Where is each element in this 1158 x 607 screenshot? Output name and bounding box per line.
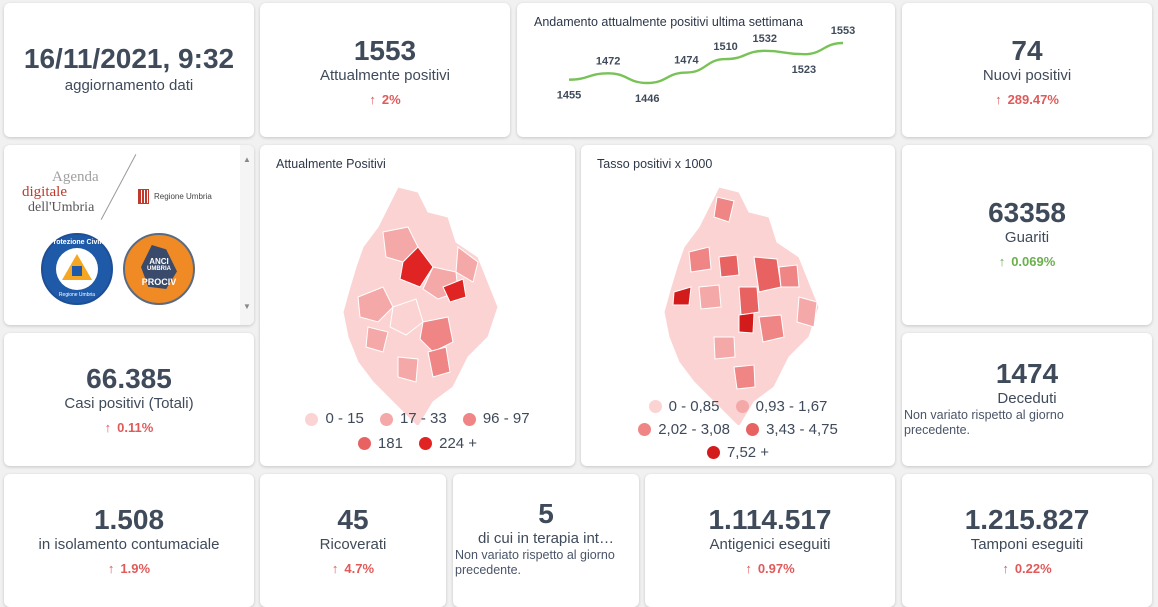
recovered-card: 63358 Guariti ↑ 0.069% bbox=[902, 145, 1152, 325]
trend-point-label: 1455 bbox=[557, 90, 581, 102]
isolation-value: 1.508 bbox=[93, 504, 165, 535]
deaths-note: Non variato rispetto al giorno precedent… bbox=[904, 408, 1064, 437]
icu-card: 5 di cui in terapia int… Non variato ris… bbox=[453, 474, 639, 607]
swabs-label: Tamponi eseguiti bbox=[970, 536, 1084, 553]
recovered-change: ↑ 0.069% bbox=[998, 254, 1056, 269]
legend-item: 0 - 0,85 bbox=[648, 396, 719, 417]
protezione-civile-logo: Protezione Civile Regione Umbria bbox=[41, 233, 113, 305]
arrow-up-icon: ↑ bbox=[998, 254, 1006, 269]
trend-title: Andamento attualmente positivi ultima se… bbox=[534, 15, 803, 29]
total-cases-card: 66.385 Casi positivi (Totali) ↑ 0.11% bbox=[4, 333, 254, 466]
trend-point-label: 1523 bbox=[792, 64, 816, 76]
trend-sparkline: 1455 1472 1446 1474 1510 1532 1523 1553 bbox=[557, 25, 855, 105]
update-label: aggiornamento dati bbox=[64, 77, 194, 94]
antigen-label: Antigenici eseguiti bbox=[709, 536, 831, 553]
legend-item: 0 - 15 bbox=[305, 408, 364, 430]
new-positive-value: 74 bbox=[1011, 35, 1043, 66]
update-datetime: 16/11/2021, 9:32 bbox=[23, 43, 235, 74]
isolation-change: ↑ 1.9% bbox=[107, 561, 151, 576]
arrow-up-icon: ↑ bbox=[995, 92, 1002, 107]
map-rate-card: Tasso positivi x 1000 0 - 0,85 0,93 - 1,… bbox=[581, 145, 895, 466]
trend-point-label: 1446 bbox=[635, 93, 659, 105]
arrow-up-icon: ↑ bbox=[107, 561, 115, 576]
total-cases-change: ↑ 0.11% bbox=[104, 420, 154, 435]
logos-card: Agenda digitale dell'Umbria Regione Umbr… bbox=[4, 145, 254, 325]
current-positive-card: 1553 Attualmente positivi ↑ 2% bbox=[260, 3, 510, 137]
total-cases-label: Casi positivi (Totali) bbox=[64, 395, 194, 412]
legend-item: 181 bbox=[357, 433, 403, 455]
hospitalized-card: 45 Ricoverati ↑ 4.7% bbox=[260, 474, 446, 607]
update-card: 16/11/2021, 9:32 aggiornamento dati bbox=[4, 3, 254, 137]
hospitalized-value: 45 bbox=[337, 504, 369, 535]
icu-value: 5 bbox=[538, 498, 554, 529]
legend-item: 224 + bbox=[419, 433, 477, 455]
hospitalized-change: ↑ 4.7% bbox=[331, 561, 375, 576]
current-positive-value: 1553 bbox=[353, 35, 417, 66]
umbria-map-current-positive bbox=[342, 186, 499, 425]
new-positive-card: 74 Nuovi positivi ↑ 289.47% bbox=[902, 3, 1152, 137]
icu-label: di cui in terapia int… bbox=[478, 530, 614, 547]
current-positive-label: Attualmente positivi bbox=[319, 67, 451, 84]
agenda-digitale-logo: Agenda digitale dell'Umbria bbox=[22, 169, 99, 216]
trend-point-label: 1532 bbox=[752, 33, 776, 45]
deaths-value: 1474 bbox=[995, 358, 1059, 389]
trend-point-label: 1474 bbox=[674, 55, 699, 67]
deaths-label: Deceduti bbox=[997, 390, 1057, 407]
arrow-up-icon: ↑ bbox=[104, 420, 112, 435]
arrow-up-icon: ↑ bbox=[1002, 561, 1009, 576]
total-cases-value: 66.385 bbox=[86, 363, 172, 394]
antigen-change: ↑ 0.97% bbox=[745, 561, 795, 576]
legend-item: 17 - 33 bbox=[379, 408, 447, 430]
legend-item: 96 - 97 bbox=[462, 408, 530, 430]
trend-point-label: 1510 bbox=[713, 41, 737, 53]
legend-item: 3,43 - 4,75 bbox=[746, 419, 838, 440]
isolation-label: in isolamento contumaciale bbox=[38, 536, 220, 553]
antigen-card: 1.114.517 Antigenici eseguiti ↑ 0.97% bbox=[645, 474, 895, 607]
swabs-card: 1.215.827 Tamponi eseguiti ↑ 0.22% bbox=[902, 474, 1152, 607]
current-positive-change: ↑ 2% bbox=[369, 92, 401, 107]
regione-emblem-icon bbox=[138, 189, 149, 204]
isolation-card: 1.508 in isolamento contumaciale ↑ 1.9% bbox=[4, 474, 254, 607]
icu-note: Non variato rispetto al giorno precedent… bbox=[455, 548, 615, 577]
deaths-card: 1474 Deceduti Non variato rispetto al gi… bbox=[902, 333, 1152, 466]
scroll-up-icon[interactable]: ▲ bbox=[243, 155, 251, 164]
recovered-value: 63358 bbox=[988, 197, 1066, 228]
trend-card: Andamento attualmente positivi ultima se… bbox=[517, 3, 895, 137]
logos-scrollbar[interactable]: ▲ ▼ bbox=[240, 145, 254, 325]
recovered-label: Guariti bbox=[1004, 229, 1050, 246]
map1-title: Attualmente Positivi bbox=[276, 157, 386, 171]
umbria-map-rate bbox=[663, 186, 820, 425]
trend-point-label: 1553 bbox=[831, 25, 855, 37]
map-current-positive-card: Attualmente Positivi 0 - 15 17 - 33 96 -… bbox=[260, 145, 575, 466]
legend-item: 0,93 - 1,67 bbox=[735, 396, 827, 417]
antigen-value: 1.114.517 bbox=[708, 504, 832, 535]
new-positive-change: ↑ 289.47% bbox=[995, 92, 1059, 107]
trend-point-label: 1472 bbox=[596, 55, 620, 67]
swabs-value: 1.215.827 bbox=[964, 504, 1090, 535]
map1-legend: 0 - 15 17 - 33 96 - 97 181 224 + bbox=[260, 408, 575, 457]
arrow-up-icon: ↑ bbox=[369, 92, 376, 107]
anci-prociv-logo: ANCI UMBRIA PROCIV bbox=[123, 233, 195, 305]
legend-item: 7,52 + bbox=[706, 442, 769, 463]
map2-title: Tasso positivi x 1000 bbox=[597, 157, 713, 171]
arrow-up-icon: ↑ bbox=[331, 561, 339, 576]
arrow-up-icon: ↑ bbox=[745, 561, 752, 576]
regione-umbria-logo: Regione Umbria bbox=[138, 189, 212, 204]
swabs-change: ↑ 0.22% bbox=[1002, 561, 1052, 576]
map2-legend: 0 - 0,85 0,93 - 1,67 2,02 - 3,08 3,43 - … bbox=[581, 396, 895, 465]
hospitalized-label: Ricoverati bbox=[319, 536, 387, 553]
scroll-down-icon[interactable]: ▼ bbox=[243, 302, 251, 311]
new-positive-label: Nuovi positivi bbox=[982, 67, 1072, 84]
legend-item: 2,02 - 3,08 bbox=[638, 419, 730, 440]
